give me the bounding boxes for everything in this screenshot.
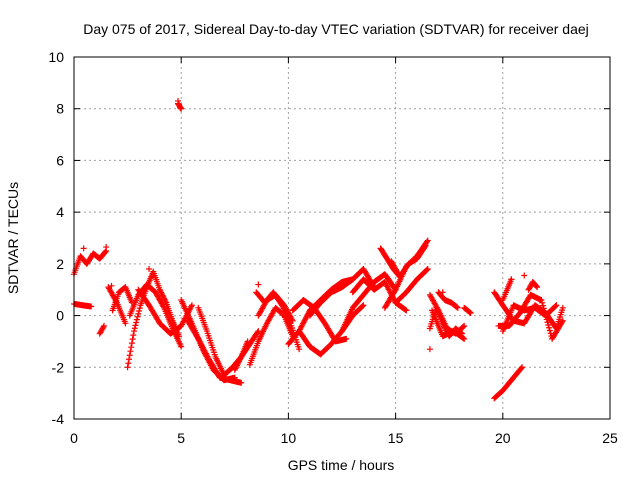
x-axis-label: GPS time / hours: [288, 457, 395, 473]
data-point: [289, 317, 296, 324]
data-point: [133, 319, 140, 326]
data-point: [126, 352, 133, 359]
data-point: [136, 307, 143, 314]
data-point: [296, 346, 303, 353]
data-point: [125, 360, 132, 367]
y-tick-label: 8: [56, 101, 64, 117]
data-point: [518, 365, 525, 372]
data-point: [508, 276, 515, 283]
data-point: [559, 317, 566, 324]
data-point: [539, 302, 546, 309]
data-point: [134, 313, 141, 320]
data-point: [343, 335, 350, 342]
data-point: [135, 310, 142, 317]
x-tick-label: 15: [388, 430, 404, 446]
data-point: [174, 97, 181, 104]
data-point: [360, 302, 367, 309]
data-point: [255, 281, 262, 288]
data-point: [559, 319, 566, 326]
data-point: [424, 237, 431, 244]
y-tick-label: 4: [56, 204, 64, 220]
data-point: [100, 324, 107, 331]
data-point: [131, 328, 138, 335]
data-point: [403, 307, 410, 314]
x-tick-label: 25: [602, 430, 618, 446]
y-tick-label: 0: [56, 308, 64, 324]
data-point: [136, 305, 143, 312]
data-point: [132, 322, 139, 329]
data-point: [129, 336, 136, 343]
data-point: [80, 245, 87, 252]
data-point: [546, 324, 553, 331]
chart-title: Day 075 of 2017, Sidereal Day-to-day VTE…: [83, 21, 589, 37]
data-point: [539, 299, 546, 306]
data-point: [101, 322, 108, 329]
x-tick-label: 20: [495, 430, 511, 446]
data-point: [108, 282, 115, 289]
data-point: [359, 302, 366, 309]
data-point: [544, 319, 551, 326]
y-tick-label: -2: [52, 359, 65, 375]
data-point: [423, 238, 430, 245]
data-point: [128, 340, 135, 347]
data-point: [238, 379, 245, 386]
data-point: [103, 244, 110, 251]
data-point: [130, 332, 137, 339]
y-tick-label: 10: [48, 49, 64, 65]
data-point: [533, 283, 540, 290]
data-point: [553, 302, 560, 309]
x-tick-label: 0: [70, 430, 78, 446]
data-points: [71, 97, 566, 402]
data-point: [439, 289, 446, 296]
data-point: [126, 356, 133, 363]
data-point: [454, 304, 461, 311]
data-point: [178, 343, 185, 350]
data-point: [244, 338, 251, 345]
data-point: [102, 248, 109, 255]
y-axis-label: SDTVAR / TECUs: [5, 182, 21, 294]
data-point: [127, 348, 134, 355]
data-point: [124, 364, 131, 371]
data-point: [552, 302, 559, 309]
data-point: [131, 325, 138, 332]
y-tick-label: 2: [56, 256, 64, 272]
x-tick-label: 5: [177, 430, 185, 446]
data-point: [559, 304, 566, 311]
data-point: [460, 323, 467, 330]
data-point: [426, 346, 433, 353]
data-point: [424, 266, 431, 273]
data-point: [545, 321, 552, 328]
data-point: [178, 105, 185, 112]
plot-frame: [73, 56, 611, 420]
data-point: [540, 305, 547, 312]
data-point: [546, 327, 553, 334]
data-point: [538, 297, 545, 304]
data-point: [146, 266, 153, 273]
data-point: [128, 344, 135, 351]
y-tick-label: 6: [56, 152, 64, 168]
data-point: [461, 322, 468, 329]
data-point: [254, 329, 261, 336]
data-point: [133, 316, 140, 323]
data-point: [521, 272, 528, 279]
data-point: [461, 335, 468, 342]
data-point: [122, 320, 129, 327]
data-point: [519, 364, 526, 371]
y-tick-label: -4: [52, 411, 65, 427]
data-point: [188, 302, 195, 309]
data-point: [534, 284, 541, 291]
data-point: [422, 242, 429, 249]
data-point: [421, 243, 428, 250]
data-point: [88, 303, 95, 310]
x-tick-label: 10: [281, 430, 297, 446]
data-point: [423, 266, 430, 273]
data-point: [467, 309, 474, 316]
